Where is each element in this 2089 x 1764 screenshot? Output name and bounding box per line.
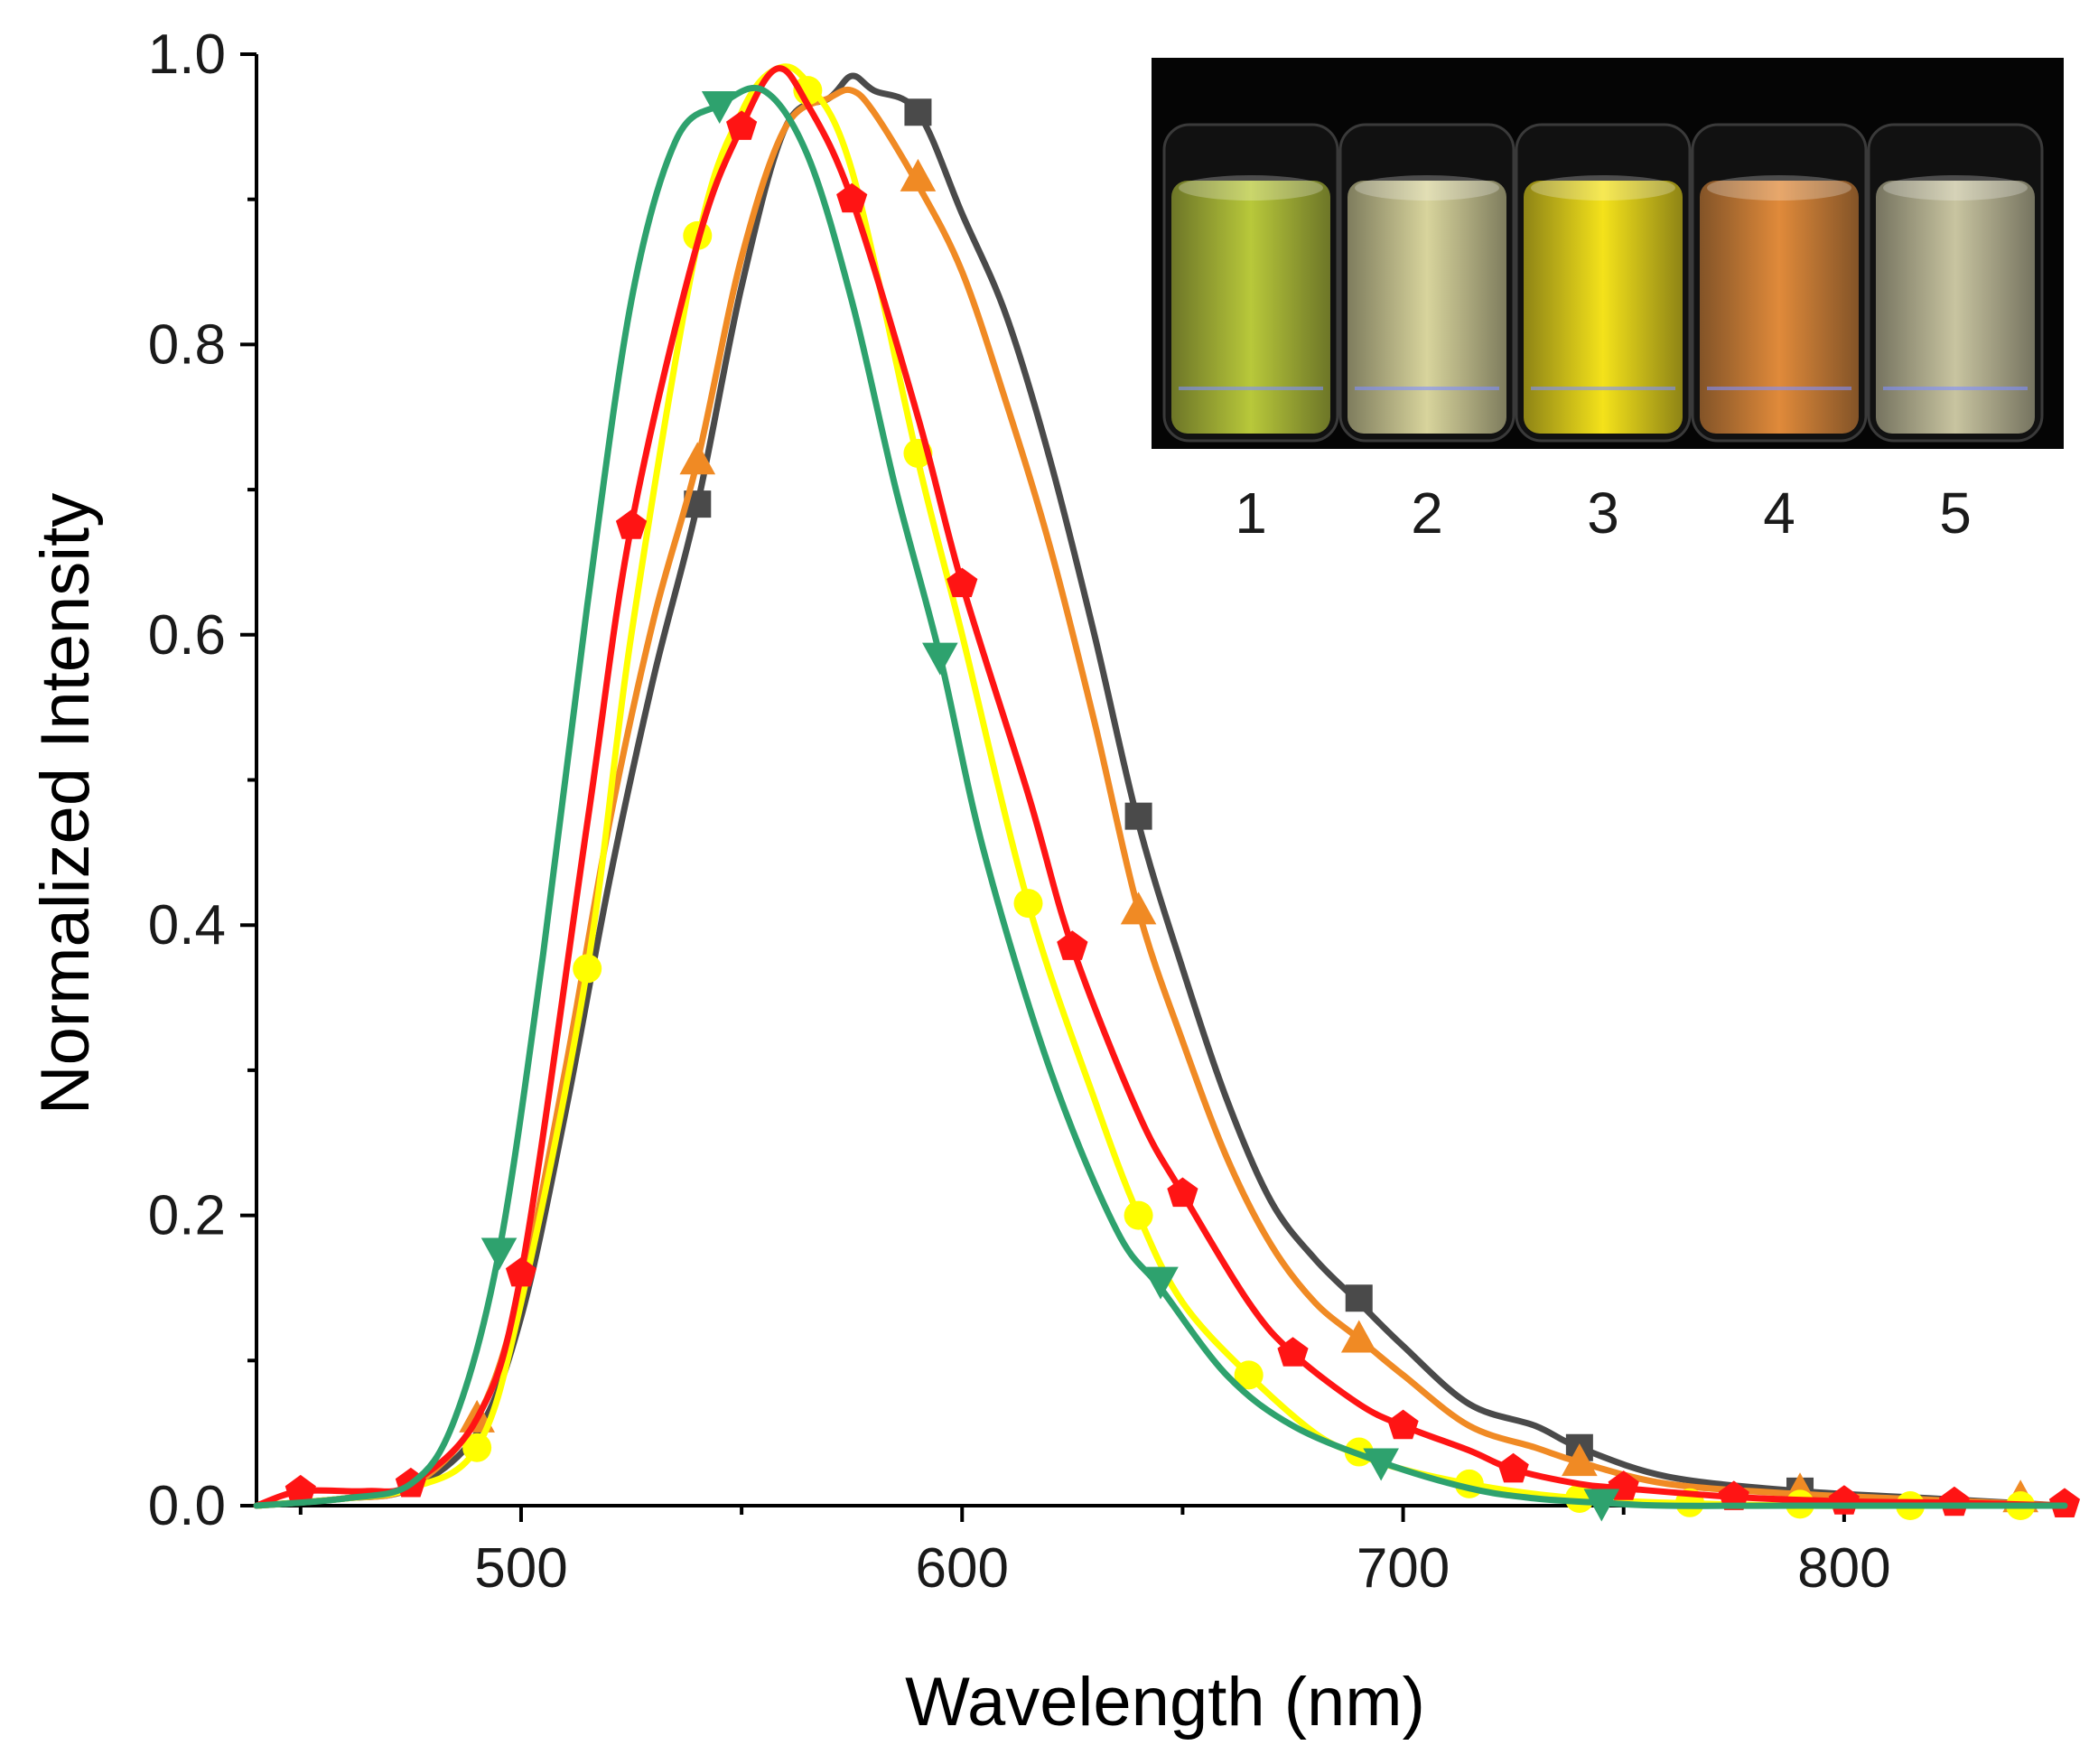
data-point-orange [679, 442, 716, 475]
data-point-yellow [462, 1433, 492, 1462]
x-tick-label: 800 [1797, 1537, 1890, 1600]
data-point-red [284, 1474, 316, 1505]
data-point-green [1583, 1489, 1620, 1522]
vial-label-5: 5 [1939, 481, 1972, 546]
data-point-yellow [1234, 1360, 1264, 1390]
series-line-yellow [253, 63, 2068, 1509]
data-point-green [1363, 1448, 1399, 1481]
data-point-red [1167, 1177, 1198, 1208]
data-point-gray [904, 98, 932, 126]
vial-liquid [1348, 181, 1506, 434]
vial-liquid [1876, 181, 2035, 434]
data-point-gray [1124, 802, 1152, 830]
data-point-red [947, 567, 978, 598]
data-point-red [1497, 1452, 1529, 1483]
data-point-green [1142, 1266, 1179, 1300]
y-tick-label: 0.0 [148, 1475, 226, 1537]
data-point-red [726, 110, 758, 140]
vial-2 [1338, 123, 1515, 443]
vial-label-3: 3 [1587, 481, 1619, 546]
vial-label-4: 4 [1763, 481, 1795, 546]
y-tick-label: 1.0 [148, 23, 226, 86]
y-tick-label: 0.4 [148, 894, 226, 957]
vial-5 [1867, 123, 2044, 443]
vial-label-2: 2 [1411, 481, 1443, 546]
data-point-red [836, 182, 868, 213]
data-point-red [1057, 930, 1088, 960]
x-tick-label: 500 [474, 1537, 567, 1600]
x-tick-label: 700 [1357, 1537, 1450, 1600]
vial-label-1: 1 [1235, 481, 1267, 546]
series-green [253, 84, 2068, 1522]
data-point-yellow [1013, 889, 1043, 919]
series-layer [253, 63, 2081, 1522]
vial-meniscus [1531, 175, 1675, 201]
data-point-gray [1345, 1284, 1373, 1312]
data-point-red [505, 1256, 537, 1287]
vial-meniscus [1707, 175, 1851, 201]
inset-photo: 1 2 3 4 5 [1152, 58, 2064, 546]
data-point-red [615, 509, 648, 539]
data-point-orange [900, 158, 937, 191]
x-tick-label: 600 [916, 1537, 1009, 1600]
vial-4 [1691, 123, 1868, 443]
vial-meniscus [1355, 175, 1499, 201]
vial-meniscus [1883, 175, 2028, 201]
vial-1 [1162, 123, 1339, 443]
vial-3 [1515, 123, 1692, 443]
series-line-green [253, 84, 2068, 1509]
vial-meniscus [1179, 175, 1323, 201]
vial-liquid [1171, 181, 1330, 434]
data-point-orange [1340, 1320, 1377, 1353]
x-axis-title: Wavelength (nm) [905, 1664, 1425, 1741]
series-line-orange [253, 86, 2068, 1509]
vial-liquid [1700, 181, 1859, 434]
data-point-green [480, 1237, 518, 1271]
y-axis-title: Normalized Intensity [27, 493, 104, 1115]
data-point-orange [1562, 1443, 1598, 1477]
data-point-green [701, 90, 738, 124]
data-point-red [1277, 1337, 1309, 1367]
y-tick-label: 0.6 [148, 604, 226, 667]
series-gray [253, 72, 2068, 1509]
data-point-orange [1120, 891, 1157, 925]
axes: 0.0 0.2 0.4 0.6 0.8 1.0 500 600 700 800 [148, 23, 2066, 1600]
vial-liquid [1524, 181, 1683, 434]
data-point-red [1387, 1409, 1419, 1440]
series-line-gray [253, 72, 2068, 1509]
y-tick-label: 0.2 [148, 1185, 226, 1247]
data-point-green [922, 642, 958, 676]
data-point-yellow [1124, 1200, 1153, 1230]
data-point-yellow [573, 954, 602, 984]
y-tick-label: 0.8 [148, 313, 226, 376]
